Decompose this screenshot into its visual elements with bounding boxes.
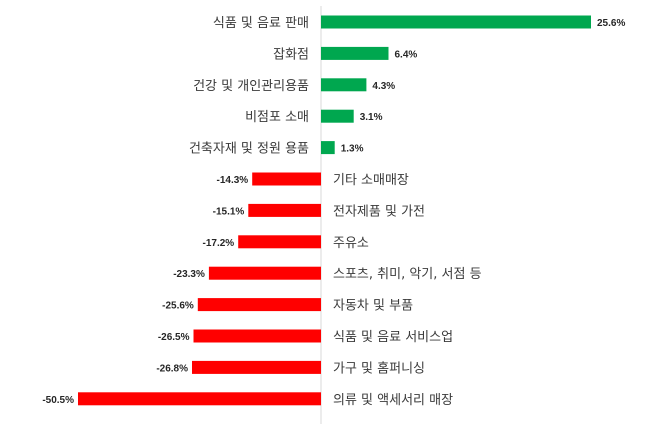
value-label-7: -17.2% xyxy=(203,238,235,249)
value-label-4: 1.3% xyxy=(341,144,364,155)
bar-5 xyxy=(252,172,321,186)
category-label-1: 잡화점 xyxy=(273,47,309,62)
value-label-11: -26.8% xyxy=(156,363,188,374)
labels-group: 식품 및 음료 판매 25.6% 잡화점 6.4% 건강 및 개인관리용품 4.3% 비점포… xyxy=(42,16,625,408)
category-label-5: 기타 소매매장 xyxy=(333,173,409,188)
value-label-2: 4.3% xyxy=(372,81,395,92)
value-label-1: 6.4% xyxy=(395,49,418,60)
category-label-7: 주유소 xyxy=(333,236,369,251)
category-label-8: 스포츠, 취미, 악기, 서점 등 xyxy=(333,267,482,282)
value-label-6: -15.1% xyxy=(213,206,245,217)
bar-1 xyxy=(321,46,389,60)
value-label-10: -26.5% xyxy=(158,332,190,343)
bar-0 xyxy=(321,15,591,29)
value-label-3: 3.1% xyxy=(360,112,383,123)
bar-3 xyxy=(321,109,354,123)
value-label-0: 25.6% xyxy=(597,18,625,29)
value-label-5: -14.3% xyxy=(217,175,249,186)
bar-12 xyxy=(78,392,321,406)
bar-9 xyxy=(197,298,321,312)
value-label-9: -25.6% xyxy=(162,301,194,312)
bar-2 xyxy=(321,78,367,92)
value-label-8: -23.3% xyxy=(173,269,205,280)
category-label-2: 건강 및 개인관리용품 xyxy=(193,79,309,94)
category-label-4: 건축자재 및 정원 용품 xyxy=(189,142,309,157)
category-label-0: 식품 및 음료 판매 xyxy=(213,16,309,31)
bars-group xyxy=(78,15,591,406)
category-label-9: 자동차 및 부품 xyxy=(333,299,413,314)
value-label-12: -50.5% xyxy=(42,395,74,406)
bar-4 xyxy=(321,141,335,155)
bar-11 xyxy=(192,360,321,374)
category-label-3: 비점포 소매 xyxy=(245,110,309,125)
category-label-11: 가구 및 홈퍼니싱 xyxy=(333,361,425,376)
bar-6 xyxy=(248,203,321,217)
bar-8 xyxy=(208,266,321,280)
category-label-6: 전자제품 및 가전 xyxy=(333,204,425,219)
bar-7 xyxy=(238,235,321,249)
category-label-10: 식품 및 음료 서비스업 xyxy=(333,330,453,345)
category-label-12: 의류 및 액세서리 매장 xyxy=(333,393,453,408)
bar-10 xyxy=(193,329,321,343)
